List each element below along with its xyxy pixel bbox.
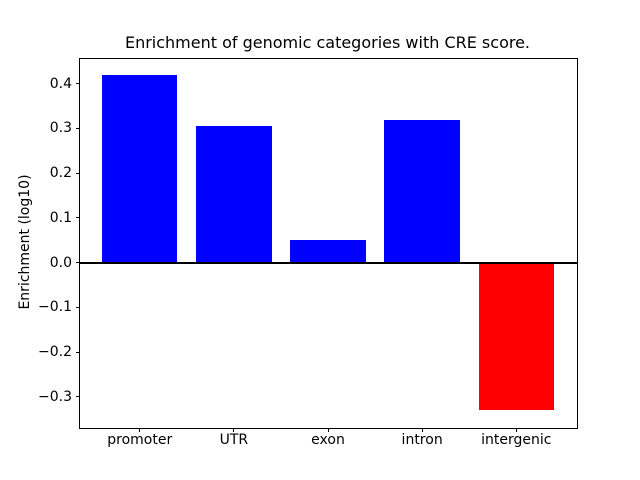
bar-UTR: [196, 126, 272, 263]
y-tick-mark: [75, 306, 80, 308]
chart-title: Enrichment of genomic categories with CR…: [124, 33, 531, 52]
x-tick-label-UTR: UTR: [219, 432, 249, 448]
y-tick-label: 0.3: [49, 120, 72, 137]
bar-intron: [384, 119, 460, 263]
y-tick-label: 0.2: [49, 165, 72, 182]
y-tick-mark: [75, 351, 80, 353]
x-tick-mark: [327, 428, 329, 432]
y-tick-label: −0.2: [38, 344, 72, 361]
y-tick-mark: [75, 83, 80, 85]
y-tick-label: −0.1: [38, 299, 72, 316]
y-tick-label: −0.3: [38, 388, 72, 405]
x-tick-label-intergenic: intergenic: [481, 432, 552, 448]
bar-exon: [290, 240, 366, 263]
x-tick-label-promoter: promoter: [107, 432, 173, 448]
zero-line: [79, 261, 577, 264]
y-tick-mark: [75, 217, 80, 219]
x-tick-label-intron: intron: [401, 432, 443, 448]
y-tick-mark: [75, 127, 80, 129]
x-tick-label-exon: exon: [311, 432, 345, 448]
y-tick-label: 0.1: [49, 209, 72, 226]
bar-promoter: [102, 74, 178, 263]
y-tick-label: 0.4: [49, 75, 72, 92]
y-tick-mark: [75, 262, 80, 264]
x-tick-mark: [421, 428, 423, 432]
x-tick-mark: [233, 428, 235, 432]
x-tick-mark: [515, 428, 517, 432]
bar-intergenic: [478, 262, 554, 411]
y-tick-mark: [75, 172, 80, 174]
y-axis-label: Enrichment (log10): [17, 174, 33, 310]
y-tick-mark: [75, 396, 80, 398]
x-tick-mark: [139, 428, 141, 432]
y-tick-label: 0.0: [49, 254, 72, 271]
